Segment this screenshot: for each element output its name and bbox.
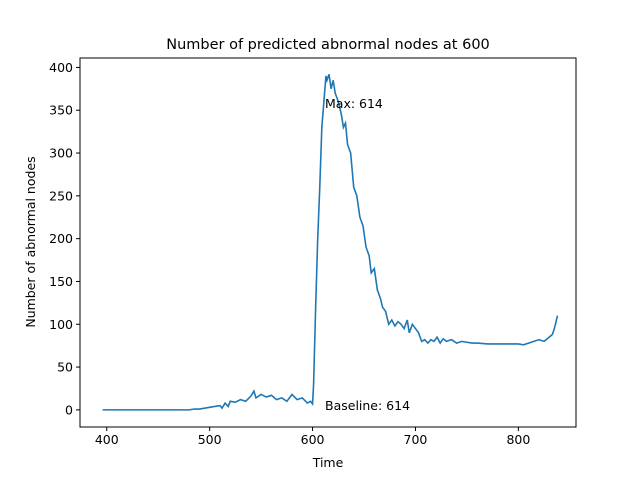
- x-tick-label: 700: [404, 432, 428, 447]
- y-tick-label: 350: [49, 103, 73, 118]
- y-tick-label: 0: [65, 402, 73, 417]
- y-axis-label: Number of abnormal nodes: [23, 156, 38, 327]
- y-tick-label: 300: [49, 146, 73, 161]
- y-tick-label: 400: [49, 60, 73, 75]
- plot-frame: [79, 57, 577, 428]
- x-tick-label: 500: [198, 432, 222, 447]
- annotation: Baseline: 614: [325, 398, 410, 413]
- x-tick-label: 600: [301, 432, 325, 447]
- y-tick-label: 200: [49, 231, 73, 246]
- data-line: [102, 74, 559, 411]
- chart-title: Number of predicted abnormal nodes at 60…: [166, 37, 490, 53]
- y-tick-label: 100: [49, 317, 73, 332]
- x-axis-label: Time: [312, 455, 344, 470]
- x-tick-label: 800: [506, 432, 530, 447]
- y-tick-label: 250: [49, 188, 73, 203]
- annotation: Max: 614: [325, 96, 383, 111]
- y-tick-label: 150: [49, 274, 73, 289]
- y-tick-label: 50: [57, 360, 73, 375]
- x-tick-label: 400: [95, 432, 119, 447]
